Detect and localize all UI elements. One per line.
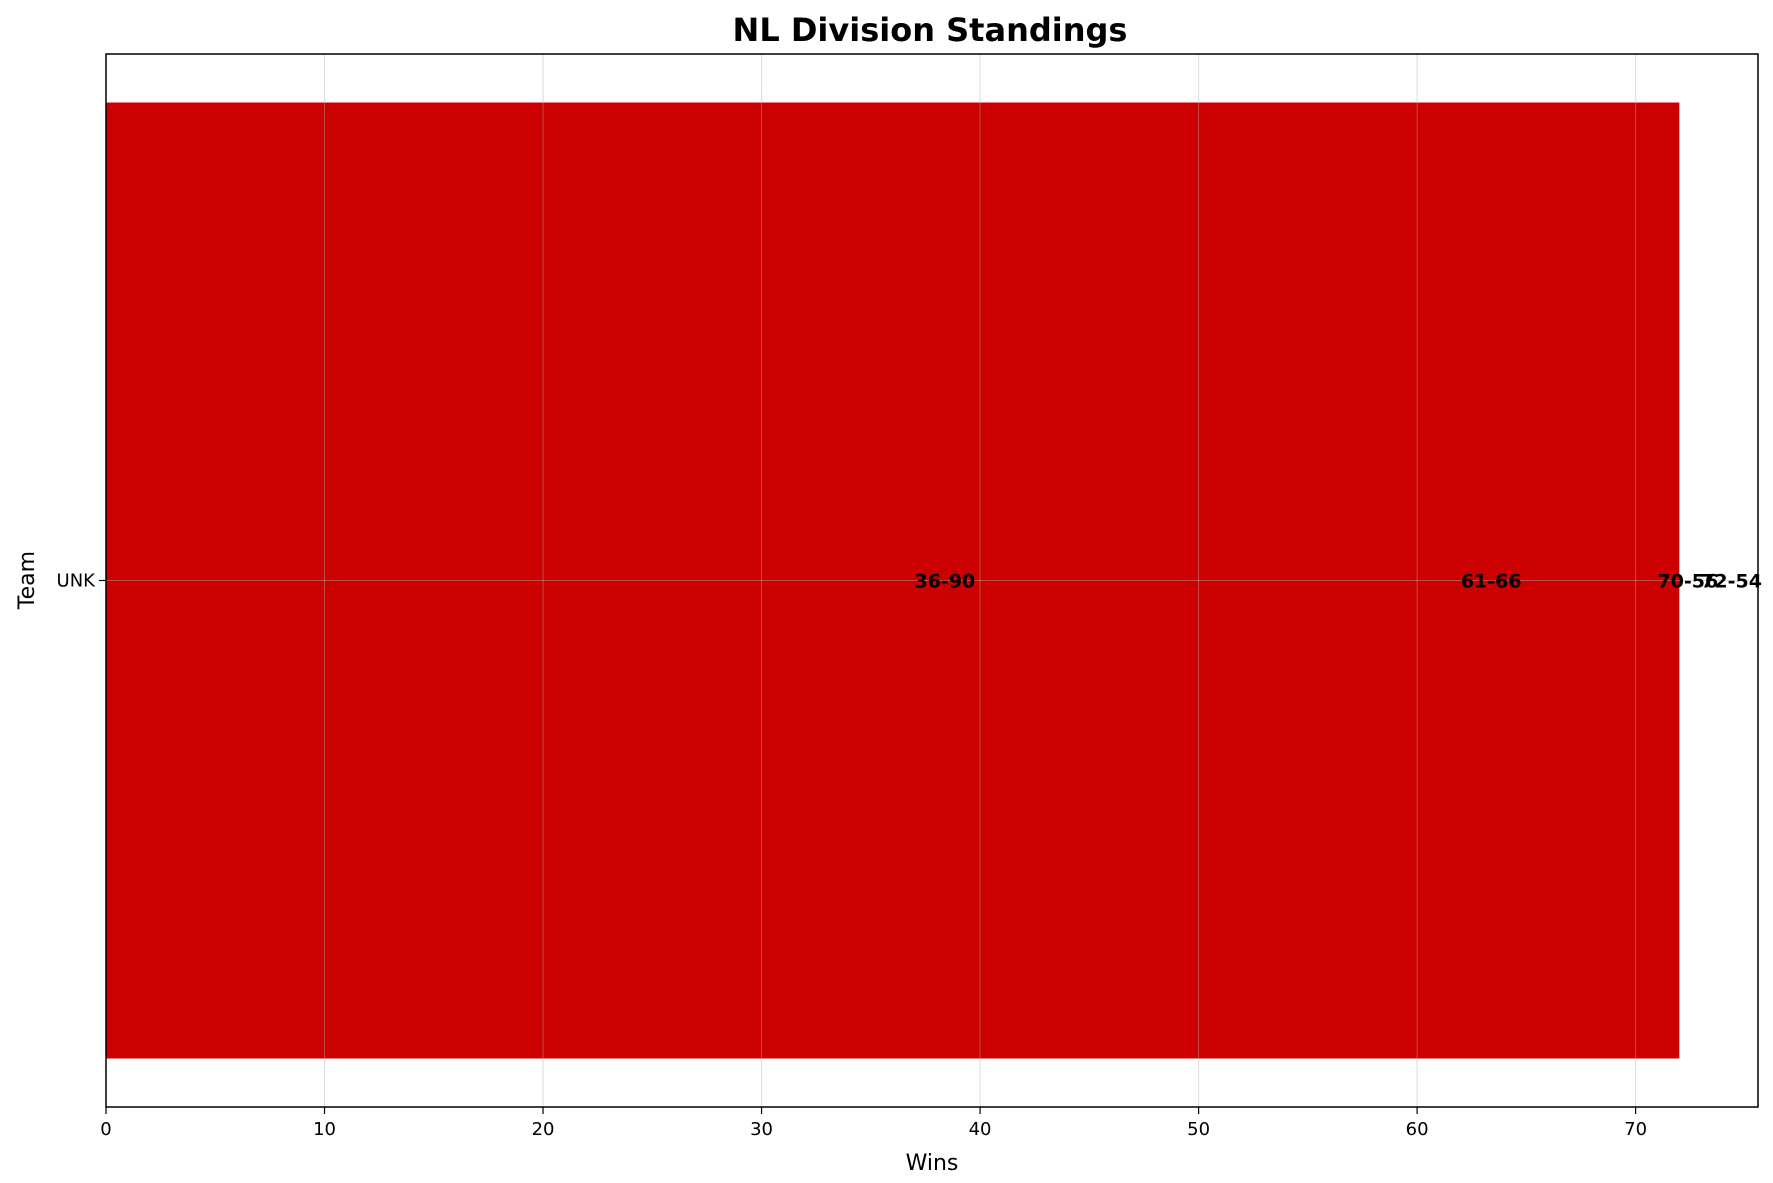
x-tick-label: 10 [313, 1119, 336, 1140]
bars [106, 102, 1680, 1059]
y-tick-label: UNK [57, 571, 97, 592]
x-tick-label: 50 [1187, 1119, 1210, 1140]
bar-36-90 [106, 102, 893, 1059]
data-label-36-90: 36-90 [915, 571, 976, 593]
data-label-61-66: 61-66 [1461, 571, 1522, 593]
x-tick-label: 0 [100, 1119, 111, 1140]
x-tick-label: 20 [532, 1119, 555, 1140]
y-axis-ticks: UNK [57, 571, 106, 592]
y-axis-label: Team [15, 551, 40, 610]
x-tick-label: 70 [1624, 1119, 1647, 1140]
x-tick-label: 60 [1406, 1119, 1429, 1140]
chart-title: NL Division Standings [733, 11, 1128, 49]
x-axis-label: Wins [906, 1151, 959, 1176]
x-tick-label: 30 [750, 1119, 773, 1140]
data-label-72-54: 72-54 [1701, 571, 1762, 593]
x-axis-ticks: 0 10 20 30 40 50 60 70 [100, 1107, 1647, 1140]
data-label-70-56: 70-56 [1657, 571, 1718, 593]
x-tick-label: 40 [969, 1119, 992, 1140]
